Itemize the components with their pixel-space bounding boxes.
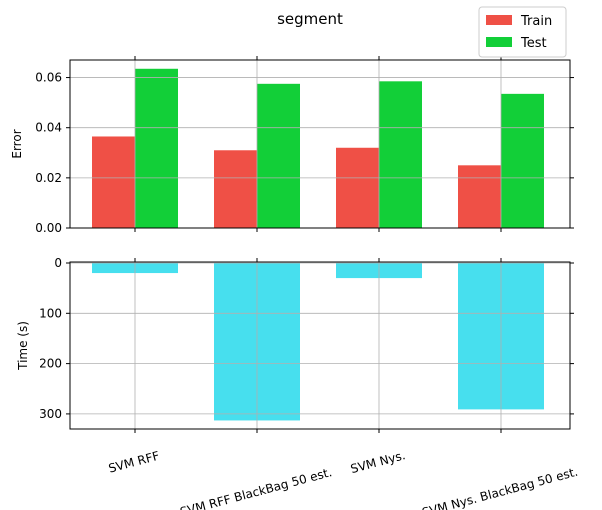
time-panel: 0 100 200 300 Time (s) bbox=[16, 256, 574, 433]
bar-test-3 bbox=[379, 81, 422, 228]
ytick-label: 100 bbox=[39, 306, 62, 320]
y-axis-label: Error bbox=[10, 129, 24, 158]
legend-swatch-test bbox=[486, 37, 512, 47]
error-panel: 0.00 0.02 0.04 0.06 Error bbox=[10, 56, 574, 235]
ytick-label: 200 bbox=[39, 357, 62, 371]
ytick-label: 0.06 bbox=[35, 71, 62, 85]
axes-frame bbox=[69, 261, 571, 430]
legend-label-train: Train bbox=[520, 14, 552, 29]
category-labels: SVM RFF SVM RFF BlackBag 50 est. SVM Nys. S… bbox=[107, 448, 579, 510]
legend-swatch-train bbox=[486, 15, 512, 25]
legend-label-test: Test bbox=[520, 36, 547, 51]
axes-frame bbox=[69, 59, 571, 229]
ytick-label: 300 bbox=[39, 407, 62, 421]
bar-train-3 bbox=[336, 147, 379, 228]
ytick-label: 0.04 bbox=[35, 121, 62, 135]
bar-test-2 bbox=[257, 83, 300, 228]
bar-train-4 bbox=[458, 165, 501, 228]
bar-train-1 bbox=[92, 136, 135, 228]
ytick-label: 0 bbox=[54, 256, 62, 270]
y-axis-label: Time (s) bbox=[16, 321, 30, 371]
bar-test-4 bbox=[501, 93, 544, 229]
category-label-4: SVM Nys. BlackBag 50 est. bbox=[421, 465, 580, 510]
ytick-label: 0.02 bbox=[35, 171, 62, 185]
bar-test-1 bbox=[135, 68, 178, 228]
ytick-label: 0.00 bbox=[35, 221, 62, 235]
legend: Train Test bbox=[478, 6, 567, 58]
category-label-2: SVM RFF BlackBag 50 est. bbox=[178, 465, 333, 510]
category-label-1: SVM RFF bbox=[107, 449, 161, 476]
chart-title: segment bbox=[277, 10, 343, 28]
bar-train-2 bbox=[214, 150, 257, 228]
category-label-3: SVM Nys. bbox=[349, 448, 407, 476]
